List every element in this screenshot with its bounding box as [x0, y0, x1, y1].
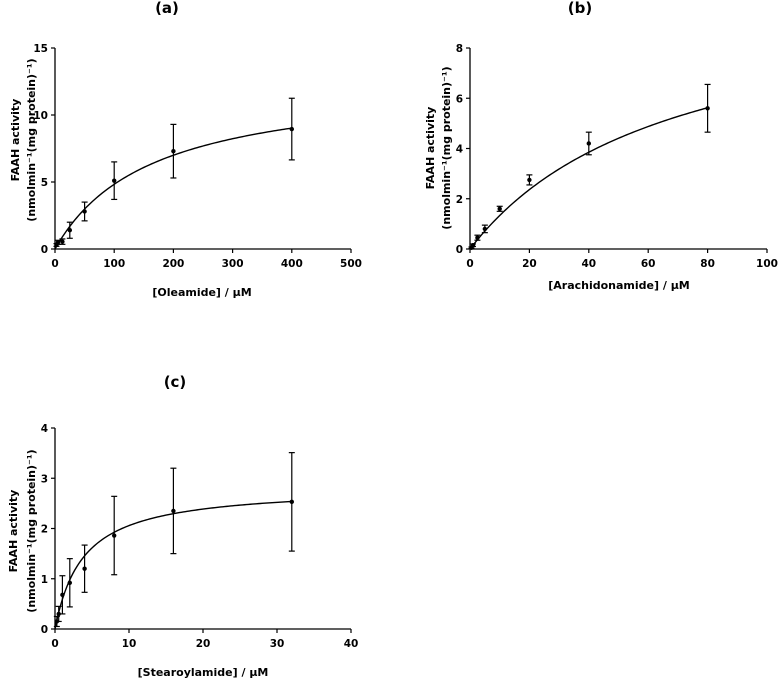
x-tick-label: 30	[270, 638, 285, 650]
y-axis-label-line1: FAAH activity	[9, 99, 22, 182]
y-axis-label-line2: (nmolmin⁻¹(mg protein)⁻¹)	[25, 58, 38, 221]
data-point	[289, 499, 294, 505]
data-point	[705, 106, 710, 111]
x-axis-label: [Arachidonamide] / μM	[548, 279, 690, 292]
data-point	[171, 508, 176, 514]
x-axis-label: [Stearoylamide] / μM	[138, 666, 269, 679]
x-tick-label: 80	[700, 258, 715, 270]
data-point	[475, 235, 480, 240]
chart-panel-2: (b) 0 20 40 60 80 100 0 2 4 6 8 [Arachidonamide] / μ…	[424, 0, 778, 292]
data-point	[470, 243, 476, 248]
data-point	[67, 580, 73, 585]
y-tick-label: 0	[456, 244, 463, 256]
x-tick-label: 400	[281, 258, 303, 270]
data-point	[289, 126, 294, 132]
y-tick-label: 2	[41, 524, 48, 536]
x-tick-label: 300	[222, 258, 244, 270]
y-tick-label: 1	[41, 574, 48, 586]
y-axis-label-line2: (nmolmin⁻¹(mg protein)⁻¹)	[25, 449, 38, 612]
chart-panel-3: (c) 0 10 20 30 40 0 1 2 3 4 [Stearoylamide] / μM FAA…	[7, 373, 358, 679]
data-point	[60, 239, 65, 244]
y-tick-label: 0	[41, 244, 48, 256]
panel-label: (a)	[155, 0, 179, 17]
x-tick-label: 100	[756, 258, 778, 270]
y-axis-label-line2: (nmolmin⁻¹(mg protein)⁻¹)	[440, 66, 453, 229]
fit-curve	[469, 107, 708, 250]
chart-panel-1: (a) 0 100 200 300 400 500 0 5 10 15 [Oleamide] / μM…	[9, 0, 362, 299]
data-point	[56, 611, 61, 617]
y-tick-label: 15	[33, 43, 48, 55]
data-point	[112, 533, 117, 538]
panel-label: (b)	[568, 0, 592, 17]
data-point	[527, 177, 532, 183]
x-tick-label: 40	[581, 258, 596, 270]
data-point	[67, 228, 73, 233]
data-point	[482, 226, 488, 232]
y-tick-label: 4	[456, 144, 463, 156]
data-point	[497, 206, 502, 211]
y-axis-label-line1: FAAH activity	[7, 490, 20, 573]
x-tick-label: 0	[466, 258, 473, 270]
data-point	[171, 148, 176, 154]
x-tick-label: 10	[122, 638, 137, 650]
y-tick-label: 0	[41, 624, 48, 636]
y-tick-label: 4	[41, 423, 48, 435]
x-tick-label: 500	[340, 258, 362, 270]
y-tick-label: 3	[41, 473, 48, 485]
x-tick-label: 0	[51, 258, 58, 270]
y-tick-label: 10	[33, 110, 48, 122]
data-point	[82, 566, 87, 571]
data-point	[60, 592, 65, 598]
y-tick-label: 5	[41, 177, 48, 189]
x-tick-label: 60	[641, 258, 656, 270]
x-axis-label: [Oleamide] / μM	[152, 286, 251, 299]
data-point	[112, 178, 117, 183]
x-tick-label: 200	[162, 258, 184, 270]
data-point	[586, 141, 591, 146]
x-tick-label: 20	[522, 258, 537, 270]
data-point	[82, 209, 87, 214]
x-tick-label: 40	[344, 638, 359, 650]
y-tick-label: 2	[456, 194, 463, 206]
y-axis-label-line1: FAAH activity	[424, 107, 437, 190]
x-tick-label: 0	[51, 638, 58, 650]
panel-label: (c)	[164, 373, 187, 391]
x-tick-label: 20	[196, 638, 211, 650]
y-tick-label: 6	[456, 93, 463, 105]
x-tick-label: 100	[103, 258, 125, 270]
data-point	[55, 240, 61, 245]
y-tick-label: 8	[456, 43, 463, 55]
